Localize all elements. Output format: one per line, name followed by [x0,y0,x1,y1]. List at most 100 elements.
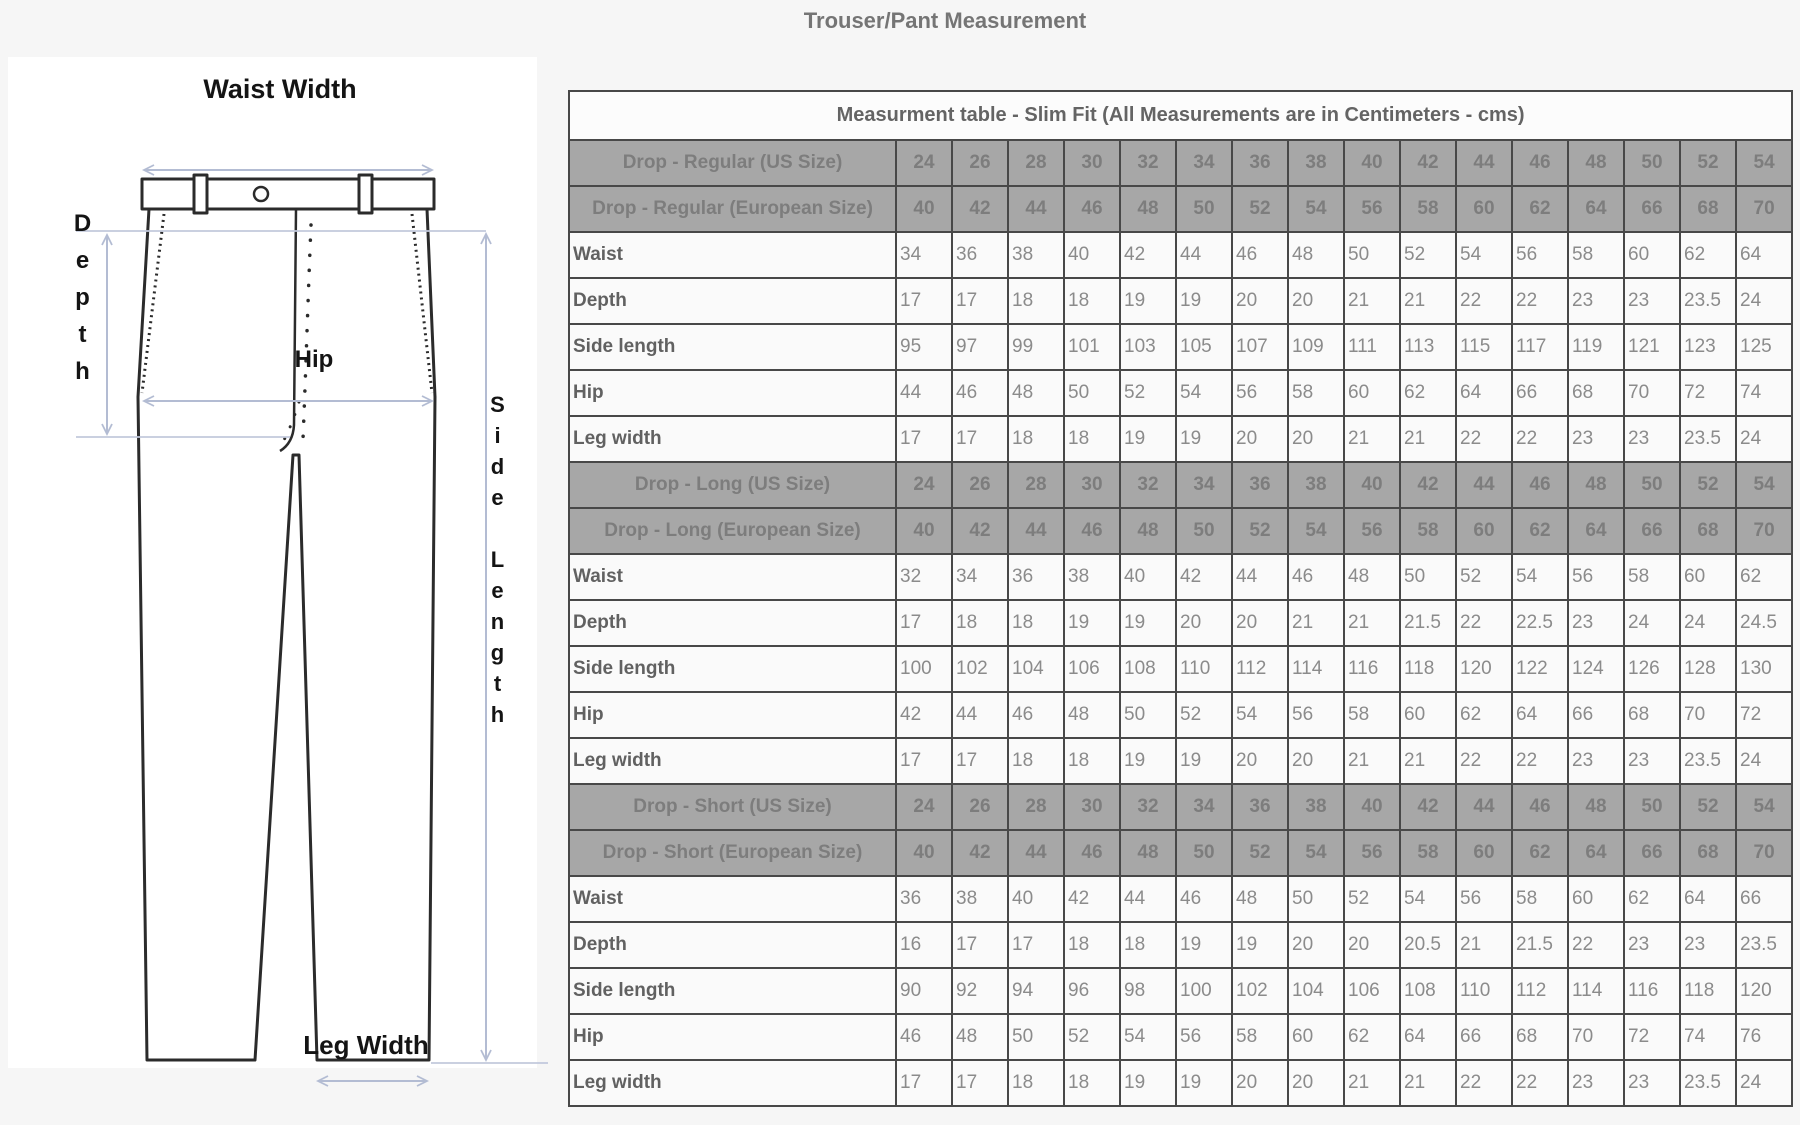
measurement-cell: 18 [1063,277,1121,325]
measurement-cell: 54 [1399,875,1457,923]
measurement-cell: 54 [1175,369,1233,417]
measurement-cell: 48 [951,1013,1009,1061]
size-header-cell: 58 [1399,507,1457,555]
size-header-cell: 58 [1399,829,1457,877]
size-header-cell: 70 [1734,829,1794,877]
measurement-cell: 42 [1175,553,1233,601]
row-label: Waist [568,231,897,279]
measurement-cell: 109 [1287,323,1345,371]
measurement-cell: 21 [1399,1059,1457,1107]
measurement-cell: 18 [1063,737,1121,785]
measurement-cell: 24 [1679,599,1737,647]
size-header-cell: 46 [1063,507,1121,555]
measurement-cell: 20 [1231,415,1289,463]
size-header-cell: 40 [895,507,953,555]
measurement-cell: 20 [1287,921,1345,969]
size-header-cell: 42 [951,829,1009,877]
measurement-cell: 95 [895,323,953,371]
measurement-cell: 17 [951,415,1009,463]
measurement-cell: 54 [1511,553,1569,601]
trouser-outline [136,173,437,1062]
measurement-cell: 54 [1455,231,1513,279]
measurement-cell: 50 [1287,875,1345,923]
measurement-cell: 70 [1567,1013,1625,1061]
row-label: Side length [568,645,897,693]
measurement-cell: 24 [1734,415,1794,463]
measurement-cell: 50 [1063,369,1121,417]
measurement-cell: 23 [1567,415,1625,463]
row-label: Depth [568,599,897,647]
measurement-cell: 40 [1119,553,1177,601]
measurement-row: Side length 95 97 99 101 103 105 107 109 111 113 11… [568,323,1794,371]
size-header-cell: 46 [1511,783,1569,831]
size-header-cell: 24 [895,461,953,509]
measurement-cell: 114 [1287,645,1345,693]
size-header-cell: 70 [1734,507,1794,555]
size-header-cell: 54 [1734,783,1794,831]
measurement-cell: 19 [1063,599,1121,647]
measurement-cell: 52 [1455,553,1513,601]
measurement-cell: 110 [1175,645,1233,693]
measurement-cell: 112 [1231,645,1289,693]
measurement-cell: 120 [1734,967,1794,1015]
measurement-cell: 22 [1455,737,1513,785]
measurement-cell: 40 [1007,875,1065,923]
size-header-cell: 38 [1287,139,1345,187]
measurement-cell: 21 [1455,921,1513,969]
measurement-cell: 126 [1623,645,1681,693]
size-header-cell: 64 [1567,829,1625,877]
measurement-cell: 24 [1734,737,1794,785]
measurement-cell: 20 [1287,277,1345,325]
measurement-cell: 58 [1231,1013,1289,1061]
measurement-cell: 23 [1567,737,1625,785]
measurement-cell: 62 [1343,1013,1401,1061]
measurement-row: Waist 34 36 38 40 42 44 46 48 50 52 54 56 58 60 62 64 [568,231,1794,279]
measurement-cell: 46 [951,369,1009,417]
measurement-cell: 64 [1455,369,1513,417]
size-header-cell: 60 [1455,185,1513,233]
measurement-cell: 72 [1623,1013,1681,1061]
measurement-cell: 20.5 [1399,921,1457,969]
measurement-cell: 104 [1287,967,1345,1015]
measurement-cell: 17 [895,1059,953,1107]
measurement-cell: 36 [1007,553,1065,601]
measurement-table-body: Measurment table - Slim Fit (All Measure… [567,90,1794,1107]
measurement-cell: 17 [951,737,1009,785]
measurement-cell: 21 [1399,737,1457,785]
size-header-cell: 34 [1175,783,1233,831]
measurement-cell: 46 [1287,553,1345,601]
measurement-cell: 22 [1455,599,1513,647]
row-label: Side length [568,323,897,371]
measurement-cell: 44 [951,691,1009,739]
measurement-cell: 50 [1399,553,1457,601]
size-header-cell: 52 [1679,461,1737,509]
size-header-cell: 50 [1175,507,1233,555]
size-header-cell: 50 [1175,185,1233,233]
size-header-cell: 42 [951,507,1009,555]
measurement-cell: 66 [1455,1013,1513,1061]
size-header-cell: 28 [1007,461,1065,509]
measurement-cell: 21 [1343,415,1401,463]
size-header-cell: 40 [1343,461,1401,509]
measurement-cell: 20 [1287,415,1345,463]
measurement-cell: 17 [895,277,953,325]
size-header-cell: 38 [1287,461,1345,509]
measurement-cell: 18 [1119,921,1177,969]
measurement-row: Depth 17 17 18 18 19 19 20 20 21 21 22 22 23 23 23.5 24 [568,277,1794,325]
row-label: Hip [568,1013,897,1061]
measurement-cell: 18 [1007,277,1065,325]
belt-loop-left [192,173,209,215]
trouser-diagram [76,164,548,1087]
measurement-cell: 21 [1399,277,1457,325]
measurement-cell: 48 [1343,553,1401,601]
measurement-cell: 44 [1119,875,1177,923]
size-header-cell: 32 [1119,783,1177,831]
measurement-cell: 54 [1231,691,1289,739]
size-header-cell: 28 [1007,783,1065,831]
measurement-cell: 22 [1455,277,1513,325]
measurement-cell: 96 [1063,967,1121,1015]
measurement-cell: 117 [1511,323,1569,371]
size-header-cell: 44 [1455,783,1513,831]
measurement-table: Measurment table - Slim Fit (All Measure… [567,90,1794,1107]
size-header-row: Drop - Regular (European Size) 40 42 44 46 48… [568,185,1794,233]
